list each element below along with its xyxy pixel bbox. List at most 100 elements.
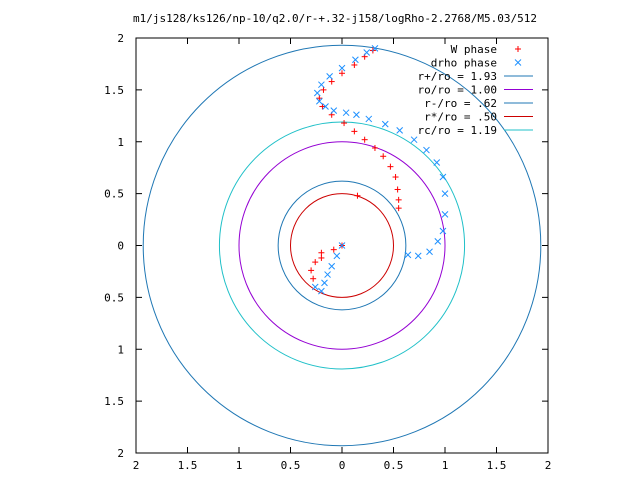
marker-stroke bbox=[514, 59, 522, 66]
w-phase-point bbox=[330, 246, 337, 253]
drho-phase-point bbox=[318, 81, 325, 89]
drho-phase-point bbox=[333, 252, 341, 260]
circle-curve bbox=[290, 193, 394, 298]
marker-stroke bbox=[365, 115, 373, 123]
w-phase-point bbox=[392, 174, 399, 181]
w-phase-point bbox=[354, 192, 361, 199]
y-tick-label: 1.5 bbox=[104, 395, 124, 408]
drho-phase-point bbox=[381, 120, 389, 128]
w-phase-point bbox=[341, 120, 348, 127]
marker-stroke bbox=[414, 252, 422, 260]
marker-stroke bbox=[441, 190, 449, 197]
marker-stroke bbox=[441, 211, 449, 218]
marker-stroke bbox=[433, 159, 441, 166]
marker-stroke bbox=[321, 279, 328, 287]
w-phase-point bbox=[328, 78, 335, 85]
circle-curve bbox=[238, 141, 446, 350]
x-tick-label: 1 bbox=[442, 459, 449, 472]
legend-entry: rc/ro = 1.19 bbox=[418, 124, 533, 137]
drho-phase-point bbox=[423, 146, 430, 154]
drho-phase-point bbox=[371, 45, 379, 52]
drho-phase-point bbox=[330, 107, 338, 114]
w-phase-point bbox=[312, 259, 319, 266]
y-tick-label: 0.5 bbox=[104, 291, 124, 304]
w-phase-point bbox=[318, 254, 325, 261]
marker-stroke bbox=[439, 227, 447, 235]
drho-phase-point bbox=[311, 283, 319, 291]
w-phase-point bbox=[318, 249, 325, 256]
w-phase-point bbox=[394, 186, 401, 193]
drho-phase-point bbox=[410, 136, 418, 144]
drho-phase-point bbox=[313, 89, 321, 97]
y-tick-label: 1 bbox=[117, 343, 124, 356]
marker-stroke bbox=[328, 262, 336, 270]
y-tick-label: 2 bbox=[117, 32, 124, 45]
legend-label: r-/ro = .62 bbox=[424, 97, 497, 110]
marker-stroke bbox=[333, 252, 341, 260]
w-phase-point bbox=[310, 275, 317, 282]
x-tick-label: 0.5 bbox=[384, 459, 404, 472]
legend-entry: ro/ro = 1.00 bbox=[418, 84, 533, 97]
legend-label: drho phase bbox=[431, 57, 497, 70]
w-phase-point bbox=[351, 128, 358, 135]
drho-phase-point bbox=[328, 262, 336, 270]
w-phase-point bbox=[380, 153, 387, 160]
marker-stroke bbox=[313, 89, 321, 97]
legend-label: W phase bbox=[451, 43, 497, 56]
marker-stroke bbox=[342, 109, 350, 117]
marker-stroke bbox=[381, 120, 389, 128]
drho-phase-point bbox=[318, 287, 325, 295]
x-tick-label: 0.5 bbox=[281, 459, 301, 472]
circle-curve bbox=[218, 121, 466, 370]
drho-phase-point bbox=[326, 73, 333, 80]
x-tick-label: 1.5 bbox=[487, 459, 507, 472]
drho-phase-point bbox=[426, 248, 433, 256]
drho-phase-point bbox=[439, 227, 447, 235]
legend-entry: r-/ro = .62 bbox=[424, 97, 533, 110]
drho-phase-point bbox=[353, 111, 360, 119]
marker-stroke bbox=[363, 49, 371, 56]
y-tick-label: 1 bbox=[117, 136, 124, 149]
legend-label: rc/ro = 1.19 bbox=[418, 124, 497, 137]
drho-phase-point bbox=[365, 115, 373, 123]
y-tick-label: 0.5 bbox=[104, 188, 124, 201]
legend-entry: W phase bbox=[451, 43, 521, 56]
w-phase-point bbox=[320, 86, 327, 93]
x-tick-label: 1.5 bbox=[178, 459, 198, 472]
drho-phase-point bbox=[338, 242, 346, 249]
marker-stroke bbox=[404, 251, 412, 259]
marker-stroke bbox=[352, 56, 359, 64]
marker-stroke bbox=[324, 271, 331, 278]
w-phase-point bbox=[371, 144, 378, 151]
marker-stroke bbox=[311, 283, 319, 291]
w-phase-point bbox=[308, 267, 315, 274]
chart-title: m1/js128/ks126/np-10/q2.0/r-+.32-j158/lo… bbox=[133, 12, 537, 25]
marker-stroke bbox=[338, 64, 346, 72]
marker-stroke bbox=[326, 73, 333, 80]
marker-stroke bbox=[410, 136, 418, 144]
drho-phase-point bbox=[441, 190, 449, 197]
x-tick-label: 2 bbox=[545, 459, 552, 472]
w-phase-point bbox=[339, 70, 345, 77]
marker-stroke bbox=[330, 107, 338, 114]
w-phase-point bbox=[316, 95, 323, 102]
drho-phase-point bbox=[414, 252, 422, 260]
drho-phase-point bbox=[396, 126, 404, 134]
legend-entry: r+/ro = 1.93 bbox=[418, 70, 533, 83]
circle-curve bbox=[277, 180, 407, 311]
drho-phase-point bbox=[324, 271, 331, 278]
marker-stroke bbox=[322, 103, 329, 110]
marker-stroke bbox=[371, 45, 379, 52]
drho-phase-point bbox=[434, 237, 442, 245]
marker-stroke bbox=[318, 81, 325, 89]
x-tick-label: 2 bbox=[133, 459, 140, 472]
marker-stroke bbox=[396, 126, 404, 134]
marker-stroke bbox=[318, 287, 325, 295]
marker-stroke bbox=[423, 146, 430, 154]
drho-phase-point bbox=[315, 97, 323, 105]
marker-stroke bbox=[315, 97, 323, 105]
marker-stroke bbox=[434, 237, 442, 245]
legend-label: ro/ro = 1.00 bbox=[418, 84, 497, 97]
